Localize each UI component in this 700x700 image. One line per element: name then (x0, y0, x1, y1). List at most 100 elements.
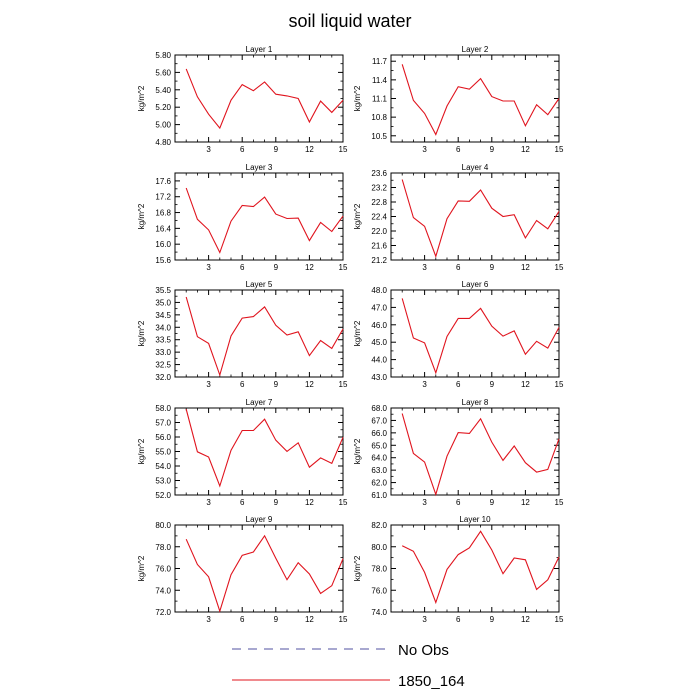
x-tick-label: 9 (490, 380, 495, 389)
x-tick-label: 15 (339, 263, 348, 272)
x-tick-label: 12 (305, 498, 314, 507)
x-tick-label: 6 (240, 380, 245, 389)
y-axis-label: kg/m^2 (353, 203, 362, 229)
y-tick-label: 66.0 (371, 429, 387, 438)
x-tick-label: 15 (339, 498, 348, 507)
y-tick-label: 58.0 (155, 404, 171, 413)
plot-frame (174, 289, 344, 378)
x-tick-label: 6 (240, 498, 245, 507)
y-tick-label: 17.6 (155, 177, 171, 186)
x-tick-label: 9 (490, 498, 495, 507)
y-tick-label: 78.0 (155, 543, 171, 552)
x-tick-label: 12 (521, 615, 530, 624)
plot-frame (174, 524, 344, 613)
y-tick-label: 80.0 (371, 543, 387, 552)
panel-layer-10: Layer 10 kg/m^2 3 6 9 12 15 74.0 76.0 78.0 80.0 82.… (353, 515, 564, 624)
legend-label-no-obs: No Obs (398, 642, 449, 659)
x-tick-label: 12 (305, 615, 314, 624)
y-tick-label: 55.0 (155, 448, 171, 457)
panel-title: Layer 10 (459, 515, 491, 524)
y-axis-label: kg/m^2 (353, 438, 362, 464)
panel-layer-6: Layer 6 kg/m^2 3 6 9 12 15 43.0 44.0 45.0 46.0 47.0… (353, 280, 564, 389)
plot-frame (390, 172, 560, 261)
x-tick-label: 3 (422, 145, 427, 154)
y-axis-label: kg/m^2 (353, 555, 362, 581)
x-tick-label: 15 (555, 615, 564, 624)
y-tick-label: 56.0 (155, 433, 171, 442)
y-tick-label: 76.0 (371, 586, 387, 595)
panel-layer-2: Layer 2 kg/m^2 3 6 9 12 15 10.5 10.8 11.1 11.4 11.7 (353, 45, 564, 154)
y-tick-label: 57.0 (155, 419, 171, 428)
x-tick-label: 12 (521, 145, 530, 154)
x-tick-label: 9 (274, 263, 279, 272)
x-tick-label: 3 (422, 498, 427, 507)
y-tick-label: 65.0 (371, 441, 387, 450)
panel-layer-7: Layer 7 kg/m^2 3 6 9 12 15 52.0 53.0 54.0 55.0 56.0… (137, 398, 348, 507)
y-tick-label: 61.0 (371, 491, 387, 500)
x-tick-label: 15 (339, 380, 348, 389)
y-tick-label: 4.80 (155, 138, 171, 147)
y-tick-label: 21.6 (371, 242, 387, 251)
y-tick-label: 45.0 (371, 338, 387, 347)
y-tick-label: 44.0 (371, 356, 387, 365)
y-axis-label: kg/m^2 (137, 438, 146, 464)
x-tick-label: 3 (206, 145, 211, 154)
y-axis-label: kg/m^2 (353, 320, 362, 346)
y-axis-label: kg/m^2 (137, 555, 146, 581)
x-tick-label: 3 (422, 615, 427, 624)
panel-layer-9: Layer 9 kg/m^2 3 6 9 12 15 72.0 74.0 76.0 78.0 80.0 (137, 515, 348, 624)
y-tick-label: 22.4 (371, 213, 387, 222)
y-tick-label: 47.0 (371, 303, 387, 312)
x-tick-label: 6 (456, 263, 461, 272)
y-tick-label: 33.0 (155, 348, 171, 357)
y-tick-label: 48.0 (371, 286, 387, 295)
y-tick-label: 11.1 (372, 95, 388, 104)
y-tick-label: 10.5 (371, 132, 387, 141)
plot-frame (174, 172, 344, 261)
series-line-1850-164 (185, 409, 344, 488)
y-tick-label: 53.0 (155, 477, 171, 486)
y-tick-label: 11.7 (372, 57, 388, 66)
series-line-1850-164 (185, 68, 344, 130)
panel-layer-4: Layer 4 kg/m^2 3 6 9 12 15 21.2 21.6 22.0 22.4 22.8… (353, 163, 564, 272)
y-tick-label: 35.0 (155, 298, 171, 307)
x-tick-label: 15 (555, 498, 564, 507)
y-tick-label: 15.6 (155, 256, 171, 265)
y-tick-label: 78.0 (371, 565, 387, 574)
x-tick-label: 12 (305, 380, 314, 389)
x-tick-label: 6 (456, 498, 461, 507)
y-tick-label: 74.0 (371, 608, 387, 617)
x-tick-label: 6 (456, 615, 461, 624)
x-tick-label: 3 (206, 263, 211, 272)
panel-layer-3: Layer 3 kg/m^2 3 6 9 12 15 15.6 16.0 16.4 16.8 17.2… (137, 163, 348, 272)
panel-title: Layer 7 (246, 398, 273, 407)
plot-frame (390, 54, 560, 143)
x-tick-label: 15 (555, 145, 564, 154)
y-tick-label: 16.8 (155, 209, 171, 218)
x-tick-label: 15 (339, 615, 348, 624)
y-tick-label: 68.0 (371, 404, 387, 413)
plot-frame (174, 54, 344, 143)
y-tick-label: 76.0 (155, 565, 171, 574)
x-tick-label: 12 (305, 263, 314, 272)
panel-title: Layer 3 (246, 163, 273, 172)
series-line-1850-164 (401, 179, 560, 259)
panel-title: Layer 9 (246, 515, 273, 524)
y-tick-label: 63.0 (371, 466, 387, 475)
panel-title: Layer 2 (462, 45, 489, 54)
x-tick-label: 12 (521, 498, 530, 507)
y-tick-label: 5.80 (155, 51, 171, 60)
panel-title: Layer 8 (462, 398, 489, 407)
y-tick-label: 43.0 (371, 373, 387, 382)
series-line-1850-164 (401, 298, 560, 375)
y-tick-label: 62.0 (371, 479, 387, 488)
x-tick-label: 12 (305, 145, 314, 154)
y-tick-label: 82.0 (371, 521, 387, 530)
y-axis-label: kg/m^2 (353, 85, 362, 111)
chart-title: soil liquid water (288, 11, 411, 31)
series-line-1850-164 (401, 530, 560, 605)
y-tick-label: 16.0 (155, 240, 171, 249)
x-tick-label: 6 (456, 145, 461, 154)
x-tick-label: 9 (274, 615, 279, 624)
x-tick-label: 9 (274, 380, 279, 389)
